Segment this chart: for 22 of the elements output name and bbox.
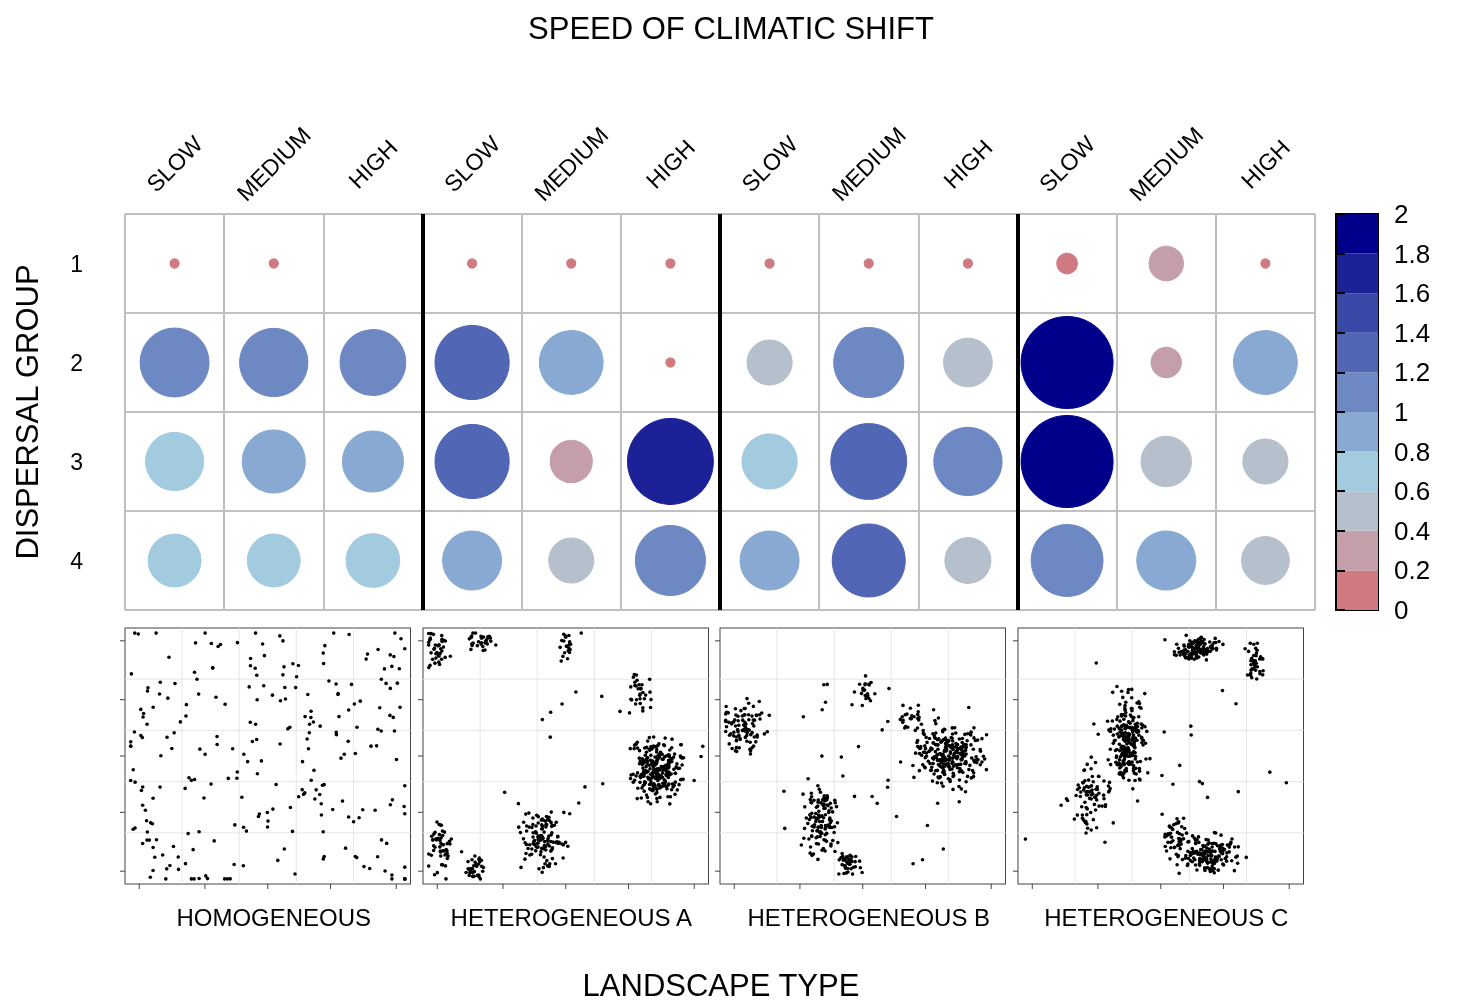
color-bar-label: 0 bbox=[1394, 595, 1409, 625]
y-tick-label: 3 bbox=[70, 448, 83, 475]
text: LANDSCAPE TYPE bbox=[582, 968, 860, 1003]
text: HETEROGENEOUS C bbox=[1044, 903, 1289, 931]
text: HOMOGENEOUS bbox=[176, 903, 372, 931]
color-bar-label: 1.8 bbox=[1394, 238, 1431, 269]
color-bar-label: 0.6 bbox=[1394, 476, 1431, 507]
y-tick-label: 1 bbox=[70, 250, 83, 277]
color-bar-label: 1.4 bbox=[1394, 317, 1431, 348]
color-bar-label: 1.6 bbox=[1394, 278, 1431, 309]
color-bar-label: 1 bbox=[1394, 397, 1409, 427]
color-bar-label: 0.2 bbox=[1394, 555, 1431, 586]
y-tick-label: 2 bbox=[70, 349, 83, 376]
text: HETEROGENEOUS A bbox=[450, 903, 692, 931]
chart-title: SPEED OF CLIMATIC SHIFT bbox=[528, 11, 935, 46]
color-bar-label: 2 bbox=[1394, 199, 1409, 229]
color-bar-label: 1.2 bbox=[1394, 357, 1431, 388]
text: HETEROGENEOUS B bbox=[747, 903, 991, 931]
y-axis-title: DISPERSAL GROUP bbox=[10, 264, 45, 560]
color-bar-label: 0.8 bbox=[1394, 436, 1431, 467]
y-tick-label: 4 bbox=[70, 547, 84, 574]
color-bar-label: 0.4 bbox=[1394, 515, 1431, 546]
